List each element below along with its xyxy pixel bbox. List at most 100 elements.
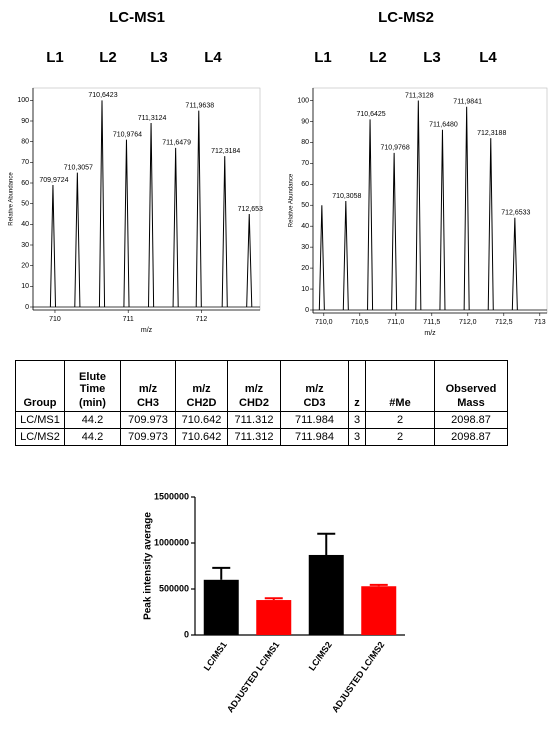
- x-tick-label: 711,5: [423, 319, 440, 326]
- table-cell: LC/MS2: [15, 428, 65, 446]
- peak-label: 712,653: [238, 206, 263, 213]
- table-cell: CD3: [280, 395, 349, 412]
- peak-label: 712,3188: [477, 130, 506, 137]
- x-tick-label: 712: [196, 316, 208, 323]
- table-cell: (min): [64, 395, 121, 412]
- y-tick-label: 20: [21, 263, 29, 270]
- peak: [221, 156, 228, 308]
- peak: [367, 119, 374, 311]
- table-cell: 710.642: [175, 411, 228, 429]
- table-cell: z: [348, 395, 366, 412]
- error-bar: [317, 532, 336, 555]
- table-cell: [15, 360, 65, 395]
- table-cell: CHD2: [227, 395, 281, 412]
- peak: [74, 172, 81, 308]
- table-cell: Mass: [434, 395, 508, 412]
- peak: [415, 100, 422, 311]
- peak-label: 711,3124: [138, 115, 167, 122]
- peak: [342, 201, 349, 311]
- table-cell: 2: [365, 411, 435, 429]
- peak-label: 710,3057: [64, 165, 93, 172]
- bar: [256, 600, 292, 635]
- bar: [203, 579, 239, 635]
- table-cell: 709.973: [120, 428, 176, 446]
- y-tick-label: 10: [21, 283, 29, 290]
- y-tick-label: 70: [301, 160, 309, 167]
- error-bar: [212, 566, 231, 580]
- peak-label: 710,3058: [332, 193, 361, 200]
- y-tick-label: 10: [301, 286, 309, 293]
- table-cell: #Me: [365, 395, 435, 412]
- chart-title: LC-MS2: [378, 9, 434, 26]
- table-cell: [348, 360, 366, 395]
- table-cell: LC/MS1: [15, 411, 65, 429]
- table-cell: 2098.87: [434, 411, 508, 429]
- y-tick-label: 30: [21, 242, 29, 249]
- y-tick-label: 40: [301, 223, 309, 230]
- y-tick-label: 0: [25, 304, 29, 311]
- y-tick-label: 50: [21, 201, 29, 208]
- table-cell: m/z: [175, 360, 228, 395]
- y-tick-label: 60: [301, 181, 309, 188]
- lane-label: L4: [479, 49, 497, 66]
- table-row: Group (min) CH3 CH2D CHD2 CD3 z #Me Mass: [15, 395, 508, 412]
- table-row: Elute Time m/z m/z m/z m/z Observed: [15, 360, 508, 395]
- peak-label: 711,9841: [453, 99, 482, 106]
- peak: [487, 138, 494, 311]
- y-tick-label: 100: [17, 97, 29, 104]
- y-tick-label: 80: [21, 139, 29, 146]
- y-axis-label: Peak intensity average: [143, 512, 154, 620]
- x-tick-label: 712,0: [459, 319, 477, 326]
- y-tick-label: 20: [301, 265, 309, 272]
- peak-label: 711,6479: [162, 140, 191, 147]
- table-cell: 3: [348, 428, 366, 446]
- lane-label: L3: [150, 49, 168, 66]
- peak-label: 711,9638: [185, 103, 214, 110]
- bar: [361, 586, 397, 635]
- lane-label: L2: [369, 49, 387, 66]
- y-tick-label: 60: [21, 180, 29, 187]
- peak: [49, 185, 57, 308]
- y-tick-label: 0: [305, 307, 309, 314]
- peak: [391, 152, 398, 311]
- x-tick-label: LC/MS2: [307, 640, 334, 673]
- y-tick-label: 90: [21, 118, 29, 125]
- y-axis-label: Relative Abundance: [9, 172, 15, 226]
- lane-label: L1: [46, 49, 64, 66]
- peak-label: 710,9768: [381, 145, 410, 152]
- x-tick-label: 711: [123, 316, 134, 323]
- peak: [439, 129, 446, 311]
- table-cell: m/z: [120, 360, 176, 395]
- table-cell: 709.973: [120, 411, 176, 429]
- table-cell: 711.312: [227, 428, 281, 446]
- peak: [98, 100, 106, 308]
- peak-label: 711,6480: [429, 122, 458, 129]
- peak: [148, 123, 155, 308]
- y-axis-label: Relative Abundance: [289, 173, 295, 227]
- x-tick-label: 710,5: [351, 319, 369, 326]
- x-tick-label: 711,0: [387, 319, 404, 326]
- x-tick-label: ADJUSTED LC/MS2: [330, 640, 386, 715]
- lane-label: L4: [204, 49, 222, 66]
- x-tick-label: 710: [49, 316, 61, 323]
- x-tick-label: 713: [534, 319, 546, 326]
- peak-label: 712,6533: [501, 210, 530, 217]
- table-cell: CH3: [120, 395, 176, 412]
- table-cell: m/z: [280, 360, 349, 395]
- peak-label: 712,3184: [211, 148, 240, 155]
- plot-frame: [312, 87, 548, 314]
- table-cell: CH2D: [175, 395, 228, 412]
- lane-label: L2: [99, 49, 117, 66]
- y-tick-label: 100: [297, 97, 309, 104]
- peak: [123, 139, 130, 308]
- y-tick-label: 0: [184, 629, 189, 639]
- table-cell: Observed: [434, 360, 508, 395]
- table-cell: Elute Time: [64, 360, 121, 395]
- table-cell: [365, 360, 435, 395]
- table-cell: 44.2: [64, 428, 121, 446]
- lane-label: L1: [314, 49, 332, 66]
- peak-label: 711,3128: [405, 92, 434, 99]
- y-tick-label: 50: [301, 202, 309, 209]
- table-cell: 710.642: [175, 428, 228, 446]
